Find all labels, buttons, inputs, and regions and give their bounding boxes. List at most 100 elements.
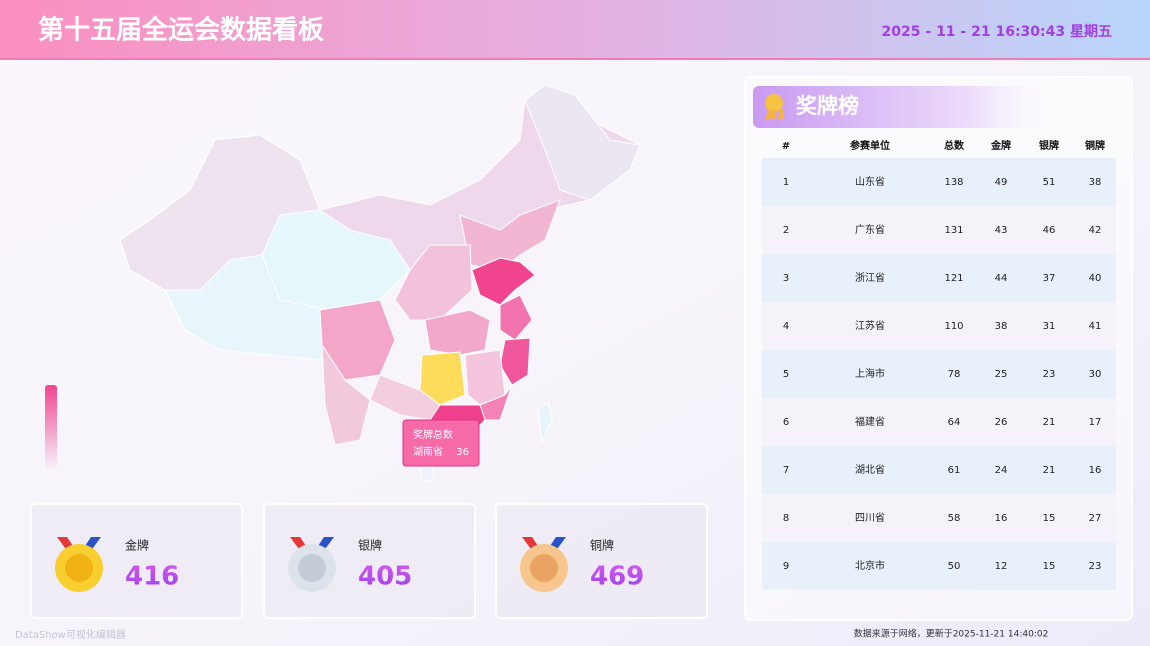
table-cell: 30 bbox=[1089, 369, 1102, 380]
medal-count: 469 bbox=[590, 562, 644, 592]
table-cell: 21 bbox=[1043, 465, 1056, 476]
datetime: 2025 - 11 - 21 16:30:43 星期五 bbox=[882, 24, 1112, 40]
table-cell: 16 bbox=[1089, 465, 1102, 476]
header-line bbox=[0, 58, 1150, 60]
column-header: 总数 bbox=[944, 139, 965, 152]
medal-icon-inner bbox=[65, 554, 93, 582]
table-cell: 51 bbox=[1043, 177, 1056, 188]
medal-count: 416 bbox=[125, 562, 179, 592]
table-row bbox=[762, 494, 1116, 542]
map-tooltip: 奖牌总数 湖南省 36 bbox=[402, 419, 480, 467]
table-cell: 12 bbox=[995, 561, 1008, 572]
medal-label: 金牌 bbox=[125, 538, 149, 553]
table-cell: 8 bbox=[783, 513, 789, 524]
medal-cards: 金牌 416 银牌 405 铜牌 469 bbox=[30, 503, 708, 619]
column-header: # bbox=[782, 141, 790, 152]
table-cell: 38 bbox=[1089, 177, 1102, 188]
column-header: 金牌 bbox=[990, 139, 1011, 152]
title: 第十五届全运会数据看板 bbox=[38, 15, 324, 46]
table-cell: 17 bbox=[1089, 417, 1102, 428]
table-cell: 广东省 bbox=[855, 223, 885, 236]
table-cell: 2 bbox=[783, 225, 789, 236]
table-cell: 26 bbox=[995, 417, 1008, 428]
table-cell: 福建省 bbox=[855, 415, 885, 428]
color-scale bbox=[45, 385, 57, 470]
table-cell: 78 bbox=[948, 369, 961, 380]
table-cell: 38 bbox=[995, 321, 1008, 332]
tooltip-box bbox=[402, 419, 480, 467]
hunan bbox=[419, 351, 466, 406]
ranking-icon-ribbon bbox=[765, 110, 784, 121]
table-cell: 61 bbox=[948, 465, 961, 476]
column-header: 参赛单位 bbox=[850, 139, 890, 152]
table-cell: 23 bbox=[1043, 369, 1056, 380]
table-cell: 上海市 bbox=[855, 367, 885, 380]
table-cell: 4 bbox=[783, 321, 789, 332]
yunnan bbox=[321, 343, 371, 446]
table-cell: 15 bbox=[1043, 513, 1056, 524]
table-cell: 43 bbox=[995, 225, 1008, 236]
table-cell: 131 bbox=[944, 225, 963, 236]
table-cell: 山东省 bbox=[855, 175, 885, 188]
table-cell: 23 bbox=[1089, 561, 1102, 572]
table-cell: 27 bbox=[1089, 513, 1102, 524]
table-cell: 浙江省 bbox=[855, 271, 885, 284]
table-cell: 58 bbox=[948, 513, 961, 524]
table-cell: 25 bbox=[995, 369, 1008, 380]
jiangxi bbox=[464, 349, 506, 406]
table-cell: 1 bbox=[783, 177, 789, 188]
table-cell: 110 bbox=[944, 321, 963, 332]
table-row bbox=[762, 254, 1116, 302]
table-cell: 5 bbox=[783, 369, 789, 380]
column-header: 铜牌 bbox=[1085, 139, 1105, 152]
table-cell: 3 bbox=[783, 273, 789, 284]
table-cell: 北京市 bbox=[855, 559, 885, 572]
table-row bbox=[762, 398, 1116, 446]
table-cell: 64 bbox=[948, 417, 961, 428]
medal-icon-inner bbox=[298, 554, 326, 582]
ranking-title: 奖牌榜 bbox=[796, 94, 859, 118]
table-row bbox=[762, 350, 1116, 398]
table-cell: 40 bbox=[1089, 273, 1102, 284]
hainan bbox=[419, 465, 435, 483]
hubei bbox=[424, 309, 491, 356]
table-cell: 37 bbox=[1043, 273, 1056, 284]
header-bar bbox=[0, 0, 1150, 59]
table-cell: 21 bbox=[1043, 417, 1056, 428]
table-cell: 49 bbox=[995, 177, 1008, 188]
medal-label: 铜牌 bbox=[590, 538, 614, 553]
table-cell: 42 bbox=[1089, 225, 1102, 236]
medal-label: 银牌 bbox=[358, 539, 382, 553]
china-map bbox=[119, 84, 641, 483]
footer-source: 数据来源于网络，更新于2025-11-21 14:40:02 bbox=[854, 628, 1049, 640]
table-cell: 9 bbox=[783, 561, 789, 572]
ranking-icon bbox=[765, 94, 783, 112]
table-cell: 湖北省 bbox=[855, 463, 885, 476]
table-cell: 121 bbox=[944, 273, 963, 284]
table-cell: 41 bbox=[1089, 321, 1102, 332]
table-cell: 7 bbox=[783, 465, 789, 476]
table-row bbox=[762, 206, 1116, 254]
table-cell: 江苏省 bbox=[855, 319, 885, 332]
column-header: 银牌 bbox=[1039, 139, 1059, 152]
shandong bbox=[471, 257, 536, 306]
table-cell: 15 bbox=[1043, 561, 1056, 572]
watermark: DataShow可视化编辑器 bbox=[15, 628, 126, 641]
table-row bbox=[762, 302, 1116, 350]
table-cell: 44 bbox=[995, 273, 1008, 284]
table-cell: 46 bbox=[1043, 225, 1056, 236]
tooltip-value: 36 bbox=[456, 447, 469, 458]
table-cell: 50 bbox=[948, 561, 961, 572]
table-row bbox=[762, 542, 1116, 590]
table-cell: 四川省 bbox=[855, 511, 885, 524]
taiwan bbox=[537, 401, 553, 444]
ranking-table: # 参赛单位 总数 金牌 银牌 铜牌1 山东省 138 49 51 382 广东省 131 43 46 423… bbox=[762, 139, 1116, 590]
table-cell: 24 bbox=[995, 465, 1008, 476]
table-cell: 16 bbox=[995, 513, 1008, 524]
table-cell: 138 bbox=[944, 177, 963, 188]
tooltip-title: 奖牌总数 bbox=[413, 428, 453, 441]
tooltip-region: 湖南省 bbox=[413, 445, 443, 458]
northeast bbox=[524, 84, 641, 201]
